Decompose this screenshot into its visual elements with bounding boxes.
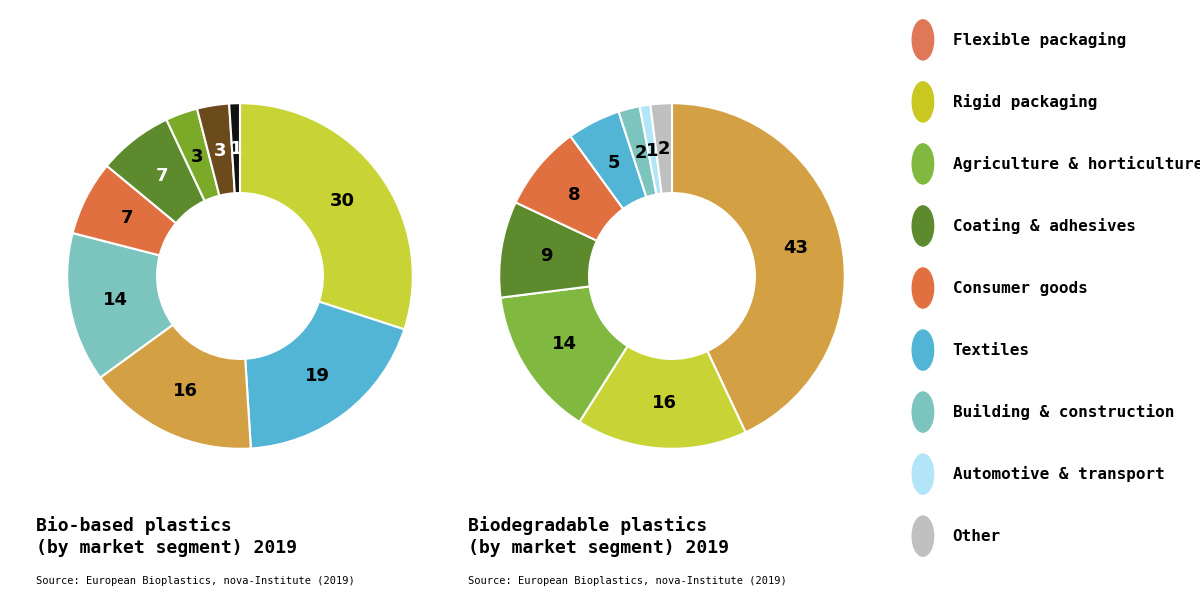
Text: Source: European Bioplastics, nova-Institute (2019): Source: European Bioplastics, nova-Insti…: [36, 576, 355, 586]
Text: 3: 3: [214, 142, 227, 160]
Circle shape: [912, 392, 934, 432]
Circle shape: [912, 20, 934, 60]
Text: 3: 3: [191, 148, 203, 166]
Text: 1: 1: [229, 140, 242, 158]
Wedge shape: [197, 104, 235, 196]
Wedge shape: [229, 103, 240, 193]
Text: 7: 7: [120, 209, 133, 227]
Wedge shape: [499, 202, 596, 298]
Wedge shape: [672, 103, 845, 433]
Circle shape: [912, 82, 934, 122]
Wedge shape: [240, 103, 413, 329]
Text: 2: 2: [658, 140, 671, 158]
Text: 7: 7: [156, 167, 168, 185]
Text: Biodegradable plastics
(by market segment) 2019: Biodegradable plastics (by market segmen…: [468, 516, 730, 557]
Wedge shape: [640, 104, 661, 194]
Text: 30: 30: [330, 193, 355, 211]
Text: Coating & adhesives: Coating & adhesives: [953, 218, 1135, 234]
Text: Rigid packaging: Rigid packaging: [953, 94, 1097, 110]
Text: Other: Other: [953, 529, 1001, 544]
Circle shape: [912, 330, 934, 370]
Text: 9: 9: [540, 247, 553, 265]
Text: 8: 8: [568, 186, 581, 204]
Wedge shape: [619, 106, 656, 197]
Text: Source: European Bioplastics, nova-Institute (2019): Source: European Bioplastics, nova-Insti…: [468, 576, 787, 586]
Wedge shape: [67, 233, 173, 377]
Text: 43: 43: [784, 239, 809, 257]
Wedge shape: [107, 119, 205, 223]
Text: 16: 16: [174, 382, 198, 400]
Wedge shape: [167, 109, 220, 201]
Wedge shape: [245, 302, 404, 448]
Text: Textiles: Textiles: [953, 343, 1030, 358]
Text: 2: 2: [634, 144, 647, 162]
Circle shape: [912, 268, 934, 308]
Wedge shape: [500, 286, 628, 422]
Wedge shape: [516, 136, 623, 241]
Wedge shape: [580, 346, 745, 449]
Text: 14: 14: [552, 335, 577, 353]
Wedge shape: [650, 103, 672, 194]
Text: Automotive & transport: Automotive & transport: [953, 466, 1164, 482]
Text: Consumer goods: Consumer goods: [953, 280, 1087, 295]
Text: Agriculture & horticulture: Agriculture & horticulture: [953, 156, 1200, 172]
Circle shape: [912, 454, 934, 494]
Wedge shape: [101, 325, 251, 449]
Text: 14: 14: [103, 291, 127, 309]
Wedge shape: [570, 112, 647, 209]
Text: 16: 16: [652, 394, 677, 412]
Circle shape: [912, 206, 934, 246]
Text: Building & construction: Building & construction: [953, 404, 1174, 420]
Text: 1: 1: [646, 142, 659, 160]
Circle shape: [912, 516, 934, 556]
Text: 5: 5: [608, 154, 620, 172]
Text: 19: 19: [305, 367, 330, 385]
Text: Flexible packaging: Flexible packaging: [953, 32, 1126, 48]
Circle shape: [912, 144, 934, 184]
Wedge shape: [73, 166, 176, 256]
Text: Bio-based plastics
(by market segment) 2019: Bio-based plastics (by market segment) 2…: [36, 516, 298, 557]
